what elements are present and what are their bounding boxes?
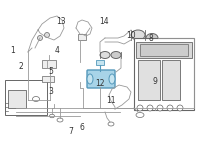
Circle shape bbox=[177, 105, 183, 111]
Ellipse shape bbox=[131, 30, 145, 40]
Text: 2: 2 bbox=[19, 62, 23, 71]
Text: 4: 4 bbox=[55, 46, 59, 55]
Bar bbox=[96, 60, 104, 65]
Circle shape bbox=[147, 105, 153, 111]
Text: 8: 8 bbox=[149, 34, 153, 44]
Text: 1: 1 bbox=[11, 46, 15, 55]
Bar bbox=[138, 60, 160, 100]
Ellipse shape bbox=[108, 122, 114, 126]
Ellipse shape bbox=[50, 114, 55, 118]
Bar bbox=[42, 60, 56, 68]
Ellipse shape bbox=[111, 51, 121, 59]
Text: 5: 5 bbox=[49, 67, 53, 76]
Text: 13: 13 bbox=[56, 17, 66, 26]
Text: 14: 14 bbox=[99, 17, 109, 26]
Bar bbox=[78, 34, 86, 40]
Bar bbox=[8, 90, 26, 108]
Ellipse shape bbox=[33, 96, 40, 101]
Text: 9: 9 bbox=[153, 77, 157, 86]
Ellipse shape bbox=[136, 112, 144, 117]
Circle shape bbox=[45, 32, 50, 37]
FancyBboxPatch shape bbox=[87, 70, 115, 88]
Ellipse shape bbox=[100, 51, 110, 59]
Text: 6: 6 bbox=[80, 123, 84, 132]
Bar bbox=[140, 44, 188, 56]
Ellipse shape bbox=[87, 74, 93, 84]
Bar bbox=[162, 60, 180, 100]
Circle shape bbox=[137, 105, 143, 111]
Bar bbox=[5, 80, 47, 115]
Text: 10: 10 bbox=[126, 31, 136, 40]
Bar bbox=[134, 38, 194, 110]
Text: 7: 7 bbox=[69, 127, 73, 136]
Text: 11: 11 bbox=[106, 96, 116, 105]
Ellipse shape bbox=[57, 118, 63, 122]
Circle shape bbox=[157, 105, 163, 111]
Circle shape bbox=[38, 35, 43, 41]
Text: 3: 3 bbox=[49, 87, 53, 96]
Circle shape bbox=[167, 105, 173, 111]
Bar bbox=[136, 42, 192, 58]
Text: 12: 12 bbox=[95, 78, 105, 88]
Ellipse shape bbox=[146, 34, 158, 42]
Bar bbox=[42, 76, 54, 82]
Ellipse shape bbox=[109, 74, 115, 84]
